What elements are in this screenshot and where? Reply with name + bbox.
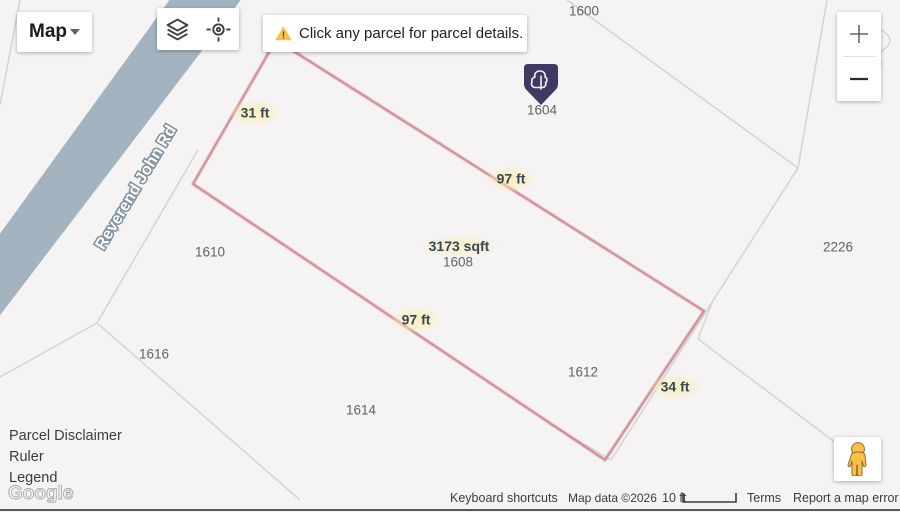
svg-text:Google: Google — [8, 485, 73, 503]
